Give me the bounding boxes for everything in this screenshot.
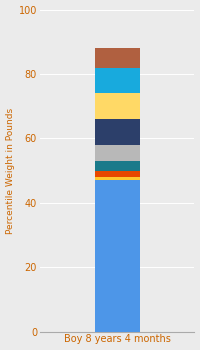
Y-axis label: Percentile Weight in Pounds: Percentile Weight in Pounds: [6, 107, 15, 234]
Bar: [95, 177, 140, 180]
Bar: [95, 170, 140, 177]
Bar: [95, 48, 140, 68]
Bar: [95, 93, 140, 119]
Bar: [95, 145, 140, 161]
Bar: [95, 180, 140, 332]
Bar: [95, 161, 140, 170]
Bar: [95, 119, 140, 145]
Bar: [95, 68, 140, 93]
